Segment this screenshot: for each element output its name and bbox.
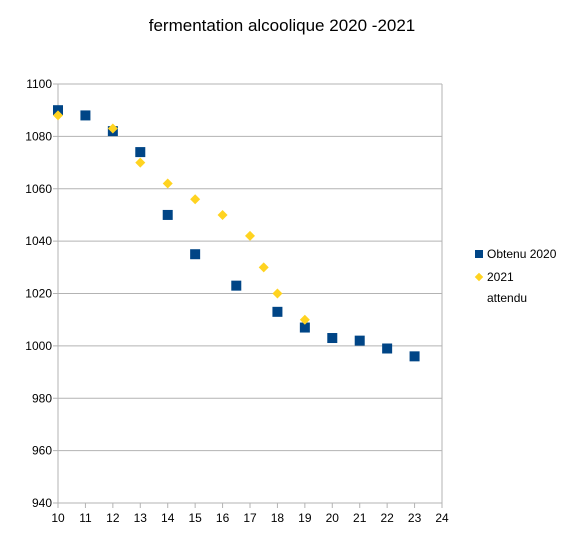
y-tick-label: 1020 [25, 287, 52, 301]
y-tick-label: 1080 [25, 129, 52, 143]
legend-diamond-marker [474, 271, 484, 283]
x-tick-label: 23 [408, 511, 422, 525]
x-tick-label: 21 [353, 511, 367, 525]
y-tick-label: 1060 [25, 182, 52, 196]
data-point-square [409, 351, 420, 362]
data-point-square [135, 147, 146, 158]
x-tick-label: 11 [79, 511, 92, 525]
y-tick-label: 1000 [25, 339, 52, 353]
legend-entry-obtenu-2020: Obtenu 2020 [474, 247, 556, 265]
x-tick-label: 19 [298, 511, 312, 525]
data-point-square [272, 306, 283, 317]
data-point-square [327, 333, 338, 344]
y-tick-labels: 940 960 980 1000 1020 1040 1060 1080 1100 [25, 77, 52, 510]
y-tick-label: 1040 [25, 234, 52, 248]
data-point-diamond [135, 157, 146, 168]
x-tick-labels: 10 11 12 13 14 15 16 17 18 19 20 21 22 23 24 [51, 511, 449, 525]
data-point-diamond [299, 314, 310, 325]
grid-lines [53, 83, 443, 508]
series-1 [53, 110, 310, 325]
legend-label: 2021 attendu [487, 270, 528, 305]
data-point-square [53, 105, 63, 116]
x-tick-label: 24 [435, 511, 449, 525]
data-point-square [162, 209, 173, 220]
data-point-diamond [272, 288, 283, 299]
data-point-diamond [107, 123, 118, 134]
data-point-diamond [258, 262, 269, 273]
data-point-square [354, 335, 365, 346]
data-point-diamond [190, 194, 201, 205]
legend: Obtenu 2020 2021 attendu [474, 247, 556, 315]
x-tick-label: 20 [326, 511, 340, 525]
chart-title: fermentation alcoolique 2020 -2021 [148, 16, 416, 35]
data-point-diamond [245, 230, 255, 241]
x-tick-label: 16 [216, 511, 230, 525]
y-tick-label: 960 [32, 444, 52, 458]
x-tick-label: 15 [188, 511, 202, 525]
data-point-diamond [217, 209, 228, 220]
x-tick-label: 22 [380, 511, 394, 525]
x-tick-label: 13 [134, 511, 148, 525]
data-point-square [190, 249, 201, 260]
x-tick-label: 18 [271, 511, 285, 525]
data-point-square [299, 322, 310, 333]
data-point-square [382, 343, 393, 354]
x-tick-label: 14 [161, 511, 175, 525]
data-point-square [80, 110, 91, 121]
data-point-square [231, 280, 242, 291]
data-point-diamond [53, 110, 63, 121]
x-tick-label: 10 [51, 511, 65, 525]
y-tick-label: 940 [32, 496, 52, 510]
series-layer [53, 105, 420, 362]
legend-label: Obtenu 2020 [487, 247, 557, 261]
x-tick-label: 12 [106, 511, 120, 525]
legend-square-marker [474, 248, 484, 260]
legend-entry-2021-attendu: 2021 attendu [474, 270, 556, 309]
x-tick-label: 17 [243, 511, 257, 525]
y-tick-label: 980 [32, 391, 52, 405]
y-tick-label: 1100 [26, 77, 52, 91]
data-point-diamond [162, 178, 173, 189]
series-0 [53, 105, 420, 362]
